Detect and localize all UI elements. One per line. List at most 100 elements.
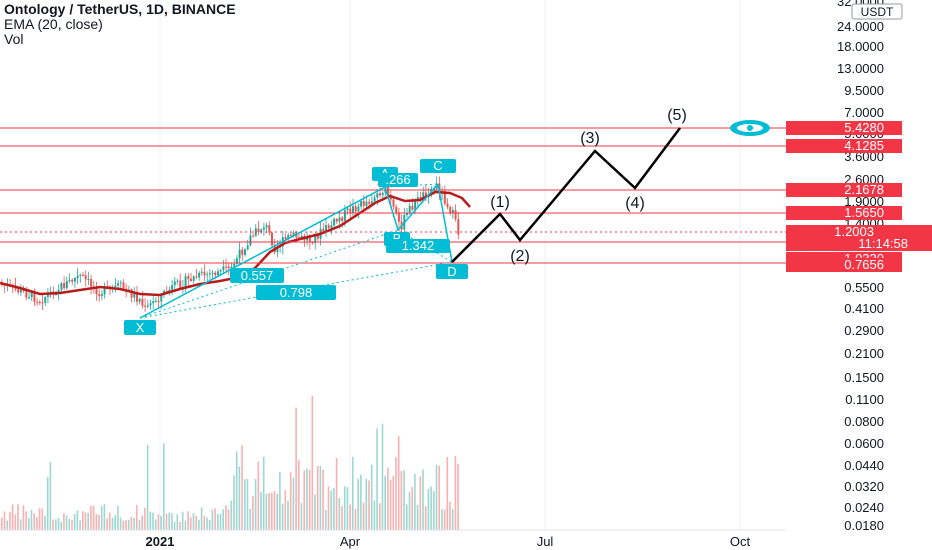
price-tick-label: 0.0440 (844, 458, 884, 473)
volume-bar (171, 513, 173, 530)
candle-body (173, 281, 176, 286)
candle-body (130, 289, 133, 298)
level-tag-2-1678: 2.1678 (844, 182, 884, 197)
volume-bar (114, 514, 116, 530)
price-tick-label: 0.2900 (844, 323, 884, 338)
volume-bar (389, 480, 392, 530)
volume-bar (136, 504, 138, 530)
candle-body (416, 197, 419, 201)
volume-bar (289, 472, 292, 530)
volume-bar (384, 475, 386, 530)
candle-body (149, 303, 152, 306)
volume-bar (368, 480, 370, 530)
volume-bars (1, 395, 459, 530)
candle-body (333, 218, 336, 226)
volume-bar (325, 509, 327, 530)
volume-bar (36, 517, 38, 530)
price-tick-label: 0.4100 (844, 301, 884, 316)
volume-bar (273, 491, 276, 530)
candle-body (357, 206, 360, 212)
candle-body (190, 278, 192, 281)
candle-body (422, 192, 425, 201)
candle-body (306, 237, 309, 241)
volume-bar (200, 507, 203, 530)
wave-2-label: (2) (510, 248, 530, 265)
volume-bar (416, 505, 419, 530)
unit-badge (851, 3, 903, 20)
volume-bar (435, 464, 438, 530)
candle-body (141, 298, 144, 306)
candle-body (335, 218, 338, 222)
time-label-oct: Oct (730, 534, 751, 549)
chart-legend: Ontology / TetherUS, 1D, BINANCE EMA (20… (4, 2, 236, 47)
candle-body (60, 283, 63, 290)
volume-bar (249, 508, 251, 530)
volume-bar (268, 492, 270, 530)
candle-body (246, 245, 249, 250)
volume-bar (300, 503, 303, 530)
volume-bar (257, 461, 260, 530)
volume-bar (341, 506, 343, 530)
price-tick-label: 0.5500 (844, 280, 884, 295)
candle-body (252, 235, 255, 237)
volume-bar (279, 472, 281, 530)
candle-body (322, 228, 325, 232)
candle-body (90, 278, 93, 287)
volume-bar (176, 514, 179, 530)
volume-bar (408, 491, 411, 530)
candle-body (411, 205, 414, 210)
volume-bar (68, 519, 71, 530)
level-tag-5-4280: 5.4280 (844, 120, 884, 135)
candle-body (73, 278, 76, 282)
volume-bar (306, 468, 308, 530)
candle-body (233, 264, 236, 267)
volume-bar (198, 519, 200, 530)
volume-bar (190, 517, 192, 530)
point-c-label: C (433, 158, 442, 173)
volume-bar (276, 493, 278, 530)
volume-bar (111, 517, 114, 530)
candle-body (198, 272, 201, 278)
volume-bar (449, 501, 451, 530)
candle-body (71, 279, 74, 282)
volume-bar (281, 503, 284, 530)
candle-body (98, 294, 101, 297)
candle-body (257, 228, 260, 233)
candle-body (225, 266, 228, 268)
price-tick-label: 0.2100 (844, 346, 884, 361)
volume-bar (208, 520, 211, 530)
ema-legend[interactable]: EMA (20, close) (4, 16, 103, 32)
candle-body (214, 272, 217, 276)
candle-body (133, 293, 136, 298)
volume-bar (14, 514, 17, 530)
volume-bar (11, 504, 14, 530)
volume-bar (222, 509, 224, 530)
volume-bar (63, 513, 65, 530)
unit-label: USDT (861, 5, 894, 19)
candle-body (314, 234, 317, 244)
volume-bar (22, 505, 25, 530)
wave-4-label: (4) (625, 195, 645, 212)
volume-bar (246, 479, 249, 530)
candle-body (349, 208, 352, 213)
candle-body (219, 270, 222, 272)
volume-bar (233, 475, 235, 530)
point-d-label: D (447, 264, 456, 279)
volume-bar (430, 486, 432, 530)
time-axis[interactable]: 2021 Apr Jul Oct (0, 529, 786, 549)
volume-bar (392, 475, 395, 530)
volume-bar (260, 492, 262, 530)
candle-body (192, 276, 195, 281)
candle-body (152, 301, 155, 304)
volume-bar (100, 506, 103, 530)
volume-bar (106, 518, 108, 530)
candle-body (379, 193, 381, 196)
volume-bar (41, 508, 44, 530)
volume-legend[interactable]: Vol (4, 31, 24, 47)
candle-body (122, 282, 125, 289)
volume-bar (227, 509, 230, 530)
eye-icon[interactable] (730, 120, 770, 136)
candle-body (222, 266, 225, 271)
symbol-title[interactable]: Ontology / TetherUS, 1D, BINANCE (4, 1, 236, 17)
